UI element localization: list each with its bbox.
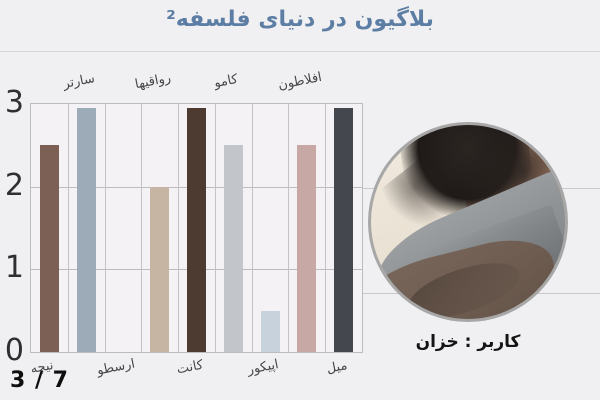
bar-کامو [223, 145, 243, 352]
gridline-x-5 [214, 104, 216, 352]
page-title: بلاگیون در دنیای فلسفه² [166, 7, 434, 32]
ytick-2: 2 [4, 167, 24, 203]
user-caption: کاربر : خزان [415, 332, 521, 352]
bar-میل [334, 108, 354, 352]
category-label-کامو: کامو [213, 71, 240, 92]
category-label-میل: میل [325, 358, 349, 377]
category-label-رواقیها: رواقیها [133, 70, 172, 93]
category-label-کانت: کانت [175, 357, 204, 378]
avatar [368, 122, 568, 322]
ytick-1: 1 [4, 250, 24, 286]
bar-chart-plot-area [30, 103, 363, 353]
gridline-x-6 [251, 104, 253, 352]
bar-سارتر [76, 108, 96, 352]
gridline-x-1 [67, 104, 69, 352]
bar-اپیکور [260, 310, 280, 352]
category-label-ارسطو: ارسطو [95, 356, 137, 379]
gridline-x-8 [325, 104, 327, 352]
gridline-x-3 [141, 104, 143, 352]
bar-نیچه [39, 145, 59, 352]
bar-کانت [187, 108, 206, 352]
gridline-x-4 [178, 104, 180, 352]
y-axis: 0 1 2 3 [0, 88, 27, 366]
title-divider [0, 51, 600, 52]
pagination-indicator: 3 / 7 [10, 368, 69, 393]
gridline-x-2 [104, 104, 106, 352]
ytick-0: 0 [4, 333, 24, 368]
bar-افلاطون [297, 145, 317, 352]
category-label-افلاطون: افلاطون [276, 69, 323, 94]
gridline-x-7 [288, 104, 290, 352]
bar-رواقیها [150, 186, 170, 352]
ytick-3: 3 [4, 85, 24, 120]
category-label-سارتر: سارتر [62, 71, 97, 92]
category-label-اپیکور: اپیکور [246, 357, 280, 378]
